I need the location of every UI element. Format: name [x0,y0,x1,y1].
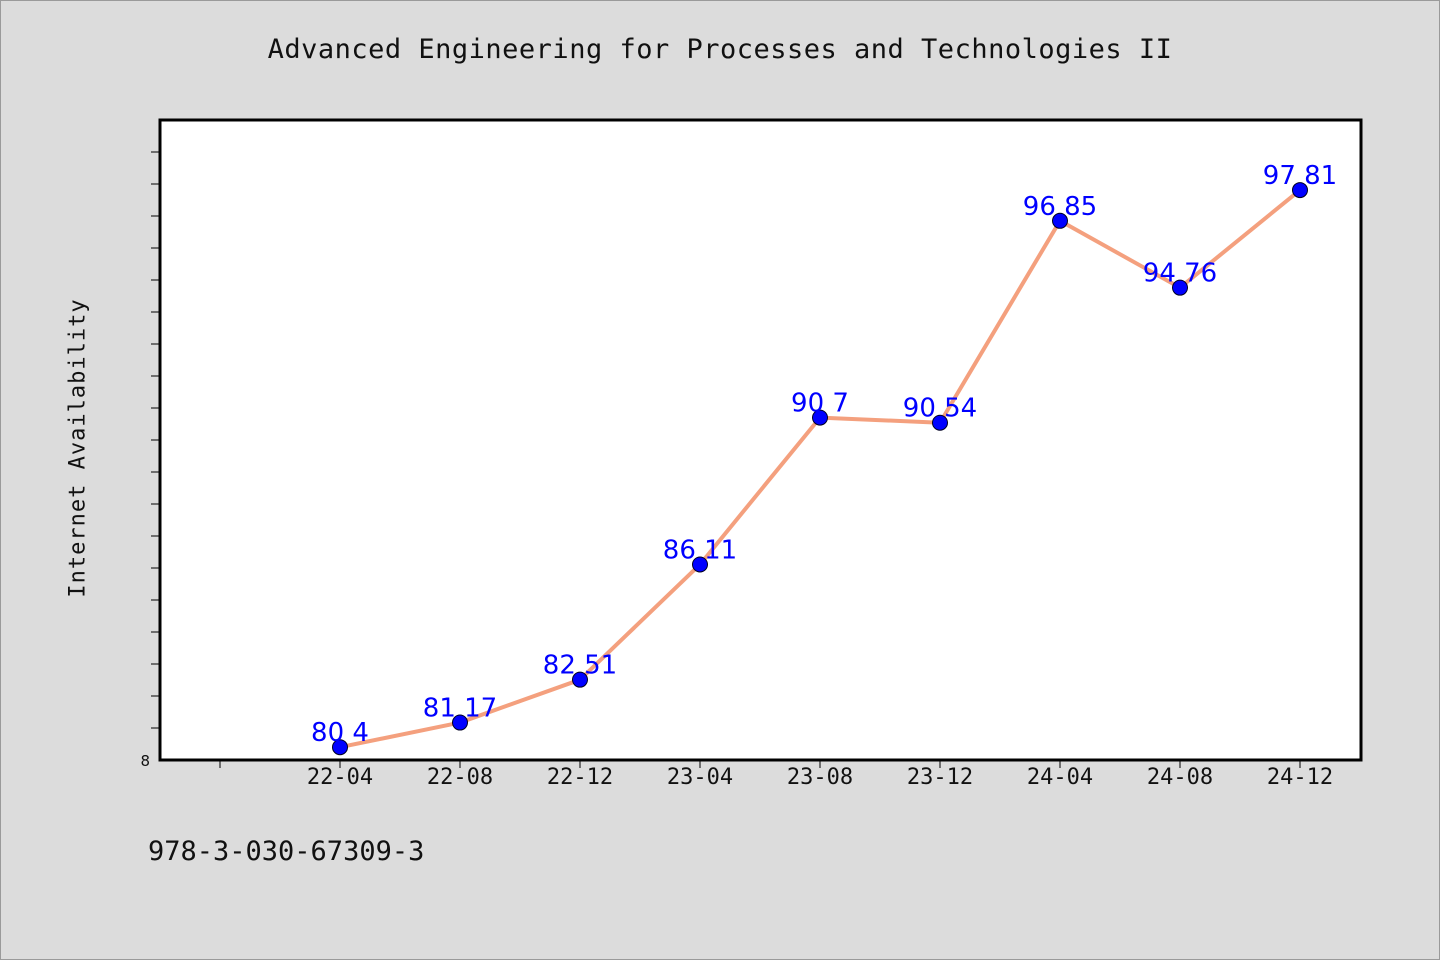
plot-area [158,118,1363,762]
x-tick-label: 24-12 [1267,765,1333,790]
data-point [812,409,828,426]
x-tick-label: 23-04 [667,765,733,790]
data-label: 80 4 [311,718,369,748]
data-labels: 80 4 81 17 82 51 86 11 90 7 90 54 96 85 94 76 97… [311,161,1337,748]
data-label: 90 7 [791,389,849,419]
data-label: 86 11 [663,535,737,565]
data-point [572,671,588,688]
data-label: 97 81 [1263,161,1337,191]
x-tick-label: 22-04 [307,765,373,790]
data-point [692,556,708,573]
y-tick-label: 8 [140,752,150,770]
data-point [332,739,348,756]
isbn-footer: 978-3-030-67309-3 [148,836,425,867]
data-label: 96 85 [1023,192,1097,222]
data-label: 94 76 [1143,259,1217,289]
data-point [1172,279,1188,296]
x-tick-label: 23-12 [907,765,973,790]
x-tick-label: 24-04 [1027,765,1093,790]
data-point [452,714,468,731]
series-markers [332,182,1308,756]
chart-title: Advanced Engineering for Processes and T… [267,34,1173,65]
x-axis-ticks: 22-04 22-08 22-12 23-04 23-08 23-12 24-04 24-08… [219,760,1333,790]
x-tick-label: 24-08 [1147,765,1213,790]
x-tick-label: 23-08 [787,765,853,790]
data-point [932,414,948,431]
data-label: 90 54 [903,394,977,424]
x-tick-label: 22-12 [547,765,613,790]
data-point [1052,212,1068,229]
data-label: 81 17 [423,694,497,724]
data-label: 82 51 [543,651,617,681]
x-tick-label: 22-08 [427,765,493,790]
data-point [1292,182,1308,199]
y-axis-ticks: 8 [140,151,160,770]
